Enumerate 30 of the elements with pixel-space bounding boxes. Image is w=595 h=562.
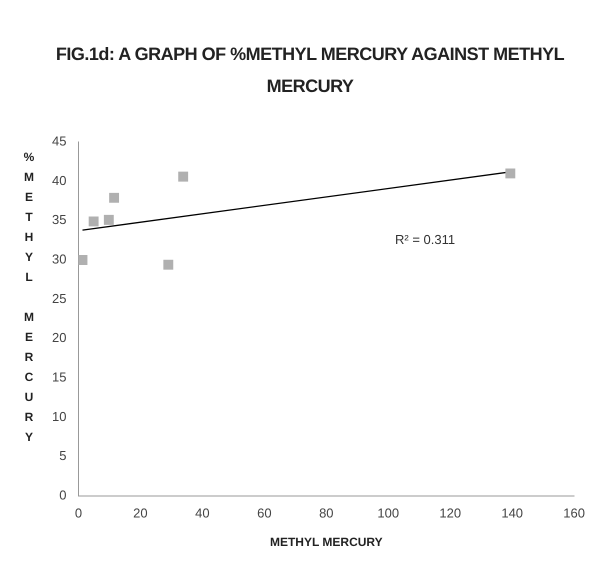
x-tick-label: 140 <box>501 505 524 520</box>
point <box>88 216 99 226</box>
x-tick-label: 20 <box>133 505 148 520</box>
y-tick-label: 40 <box>52 172 66 188</box>
x-tick-label: 40 <box>195 505 210 520</box>
y-tick-label: 30 <box>52 252 66 267</box>
point <box>505 168 516 178</box>
x-tick-label: 100 <box>377 505 400 520</box>
y-axis-title: %METHYL MERCURY <box>22 150 36 450</box>
y-tick-label: 15 <box>52 370 66 385</box>
point <box>178 172 188 182</box>
chart-title: FIG.1d: A GRAPH OF %METHYL MERCURY AGAINST METHYL MERCURY <box>54 43 566 98</box>
x-tick-label: 80 <box>319 505 334 520</box>
y-tick-label: 20 <box>52 330 66 346</box>
x-tick-label: 120 <box>439 505 462 520</box>
y-tick-label: 10 <box>52 408 66 424</box>
y-tick-label: 0 <box>59 488 66 503</box>
annotation: R² = 0.311 <box>395 232 456 247</box>
x-tick-label: 60 <box>257 505 272 520</box>
point <box>104 214 114 225</box>
point <box>163 260 174 270</box>
point <box>109 192 120 203</box>
point <box>78 255 88 265</box>
y-tick-label: 25 <box>52 290 66 306</box>
x-axis-title: METHYL MERCURY <box>270 535 383 550</box>
y-tick-label: 5 <box>59 448 66 464</box>
y-tick-label: 35 <box>52 212 66 228</box>
y-tick-label: 45 <box>52 134 66 149</box>
x-tick-label: 160 <box>563 505 586 520</box>
x-tick-label: 0 <box>74 505 82 520</box>
